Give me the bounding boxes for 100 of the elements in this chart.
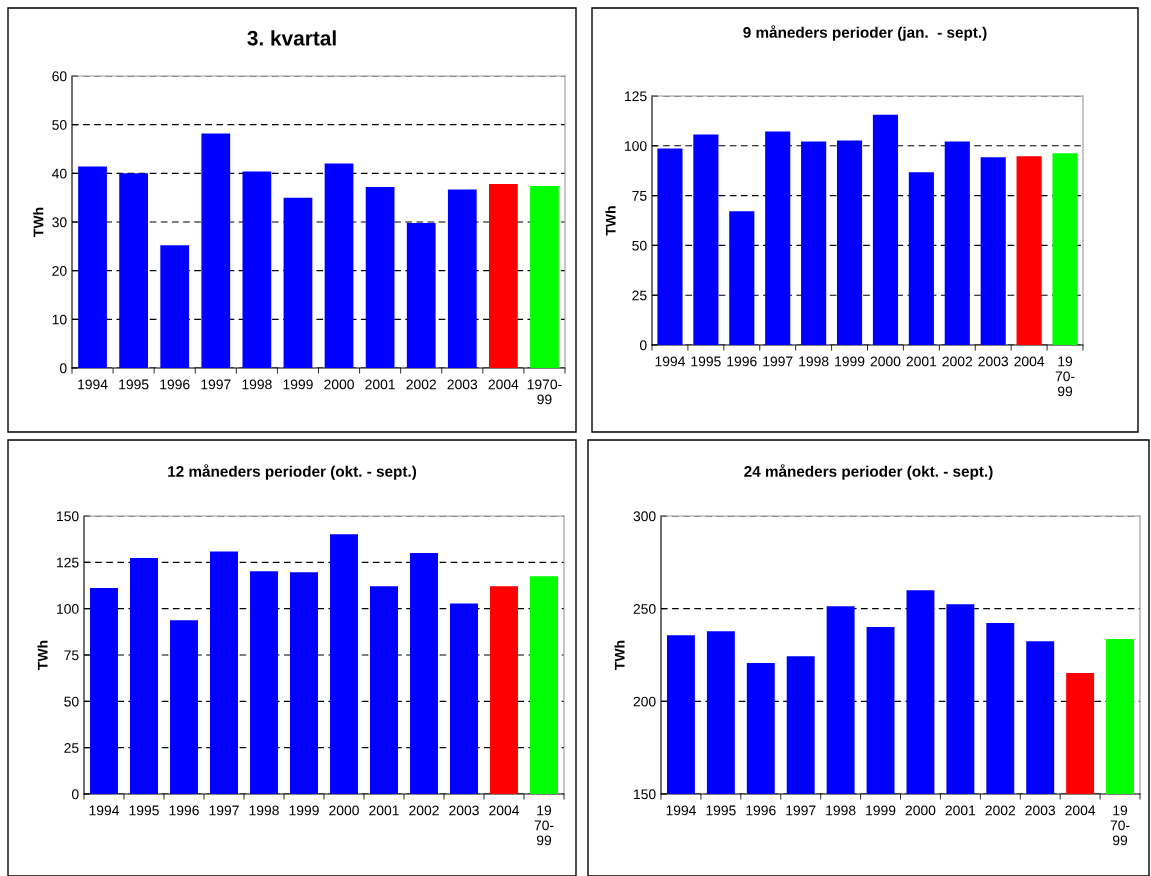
- y-tick-label: 0: [71, 789, 79, 800]
- bar: [490, 586, 518, 794]
- x-tick-label: 19 70- 99: [1110, 805, 1130, 846]
- bar: [90, 588, 118, 794]
- x-tick-label: 1998: [826, 805, 856, 816]
- bar: [130, 558, 158, 794]
- x-tick-label: 1995: [691, 356, 721, 367]
- x-tick-label: 2001: [906, 356, 937, 367]
- y-tick-label: 150: [57, 511, 79, 522]
- x-tick-label: 1997: [201, 379, 231, 390]
- y-axis-title: TWh: [37, 640, 48, 670]
- x-tick-label: 1998: [242, 379, 272, 390]
- y-tick-label: 25: [632, 290, 647, 301]
- x-tick-label: 2003: [978, 356, 1009, 367]
- chart-title: 3. kvartal: [247, 30, 336, 46]
- x-tick-label: 1970- 99: [527, 379, 562, 405]
- bar: [693, 134, 719, 345]
- x-tick-label: 1994: [89, 805, 120, 816]
- x-tick-label: 1999: [835, 356, 865, 367]
- y-tick-label: 150: [634, 789, 656, 800]
- x-tick-label: 2000: [329, 805, 359, 816]
- x-tick-label: 1999: [283, 379, 313, 390]
- y-tick-label: 200: [633, 696, 656, 707]
- y-tick-label: 125: [625, 91, 647, 102]
- bar: [160, 245, 190, 368]
- bar: [908, 172, 934, 345]
- x-tick-label: 19 70- 99: [534, 805, 554, 846]
- y-tick-label: 50: [64, 696, 79, 707]
- x-tick-label: 1995: [706, 805, 736, 816]
- x-tick-label: 1997: [763, 356, 793, 367]
- bar: [729, 211, 755, 345]
- y-tick-label: 0: [59, 363, 67, 374]
- x-tick-label: 2003: [449, 805, 479, 816]
- bar: [330, 534, 358, 794]
- chart-title: 24 måneders perioder (okt. - sept.): [744, 464, 993, 480]
- x-tick-label: 2002: [985, 805, 1016, 816]
- x-tick-label: 1996: [169, 805, 199, 816]
- bar: [657, 148, 683, 345]
- x-tick-label: 2002: [942, 356, 973, 367]
- y-tick-label: 300: [633, 511, 656, 522]
- bar: [119, 173, 148, 368]
- bar: [324, 163, 354, 368]
- bar: [530, 576, 558, 794]
- x-tick-label: 2004: [1014, 356, 1045, 367]
- x-tick-label: 1999: [866, 805, 896, 816]
- bar: [836, 140, 863, 345]
- x-tick-label: 2003: [1025, 805, 1056, 816]
- bar: [365, 186, 395, 368]
- x-tick-label: 1994: [666, 805, 696, 816]
- y-tick-label: 75: [632, 191, 647, 201]
- bar: [1016, 156, 1042, 345]
- y-tick-label: 60: [52, 71, 67, 82]
- chart-title: 9 måneders perioder (jan. - sept.): [743, 25, 987, 41]
- x-tick-label: 1998: [799, 356, 829, 367]
- bar: [872, 114, 899, 345]
- x-tick-label: 1998: [249, 805, 279, 816]
- bar: [944, 141, 970, 345]
- x-tick-label: 1996: [746, 805, 776, 816]
- y-tick-label: 20: [52, 266, 67, 276]
- y-tick-label: 250: [633, 604, 656, 614]
- bar: [78, 166, 107, 368]
- y-tick-label: 30: [52, 217, 67, 228]
- bar: [283, 197, 313, 368]
- bar: [980, 157, 1006, 345]
- x-tick-label: 2000: [870, 356, 901, 367]
- y-axis-title: TWh: [614, 640, 625, 670]
- y-tick-label: 40: [52, 168, 67, 179]
- bar: [530, 185, 559, 368]
- bar: [410, 553, 438, 794]
- bar: [450, 603, 478, 794]
- bar: [406, 222, 436, 368]
- bar: [242, 171, 272, 368]
- bar: [801, 141, 827, 345]
- y-tick-label: 0: [639, 340, 647, 351]
- bar: [210, 551, 238, 794]
- bar: [765, 131, 791, 345]
- x-tick-label: 2002: [409, 805, 439, 816]
- x-tick-label: 2000: [905, 805, 936, 816]
- x-tick-label: 2004: [488, 379, 519, 390]
- y-axis-title: TWh: [33, 207, 44, 237]
- x-tick-label: 1995: [129, 805, 159, 816]
- y-tick-label: 25: [64, 743, 79, 753]
- bar: [170, 620, 198, 794]
- x-tick-label: 2003: [447, 379, 478, 390]
- x-tick-label: 19 70- 99: [1055, 356, 1075, 397]
- bar: [290, 572, 318, 794]
- x-tick-label: 1997: [209, 805, 239, 816]
- x-tick-label: 1997: [786, 805, 816, 816]
- y-tick-label: 100: [57, 604, 79, 614]
- x-tick-label: 2001: [369, 805, 399, 816]
- x-tick-label: 1999: [289, 805, 319, 816]
- y-tick-label: 100: [625, 141, 647, 151]
- bar: [447, 189, 477, 368]
- chart-title: 12 måneders perioder (okt. - sept.): [168, 464, 417, 480]
- x-tick-label: 2001: [365, 379, 395, 390]
- bar: [201, 133, 231, 368]
- x-tick-label: 2001: [945, 805, 976, 816]
- y-tick-label: 10: [52, 314, 67, 325]
- x-tick-label: 2004: [1065, 805, 1096, 816]
- x-tick-label: 2000: [324, 379, 354, 390]
